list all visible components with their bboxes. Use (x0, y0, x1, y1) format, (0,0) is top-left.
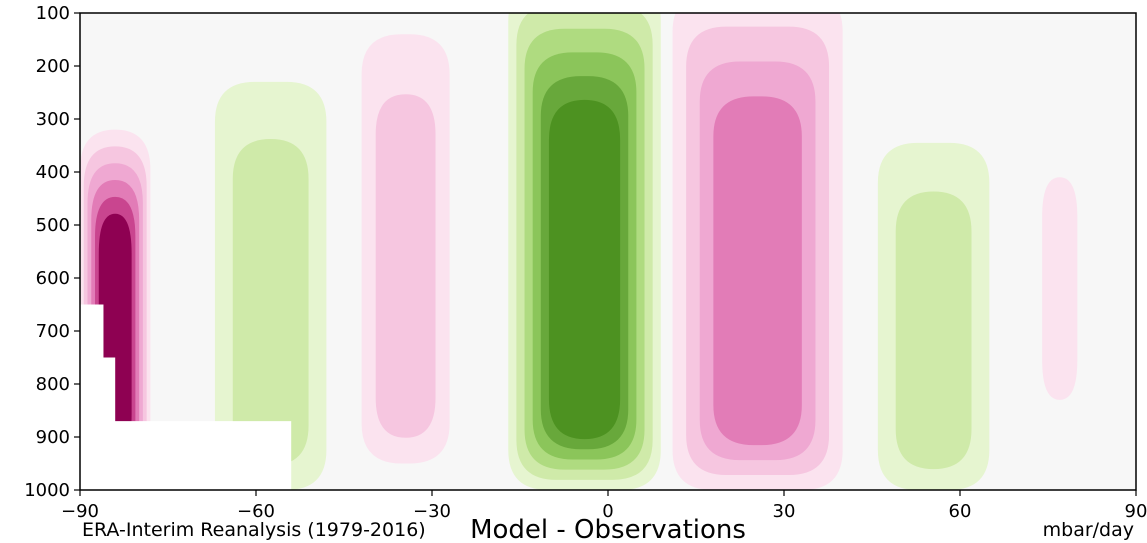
x-tick-label: 0 (602, 501, 613, 522)
x-tick-label: −60 (237, 501, 275, 522)
y-tick-label: 900 (36, 427, 70, 448)
y-tick-label: 1000 (24, 480, 70, 501)
y-tick-label: 700 (36, 321, 70, 342)
y-tick-label: 200 (36, 56, 70, 77)
masked-region (80, 304, 292, 490)
y-tick-label: 500 (36, 215, 70, 236)
footer-left-label: ERA-Interim Reanalysis (1979-2016) (82, 519, 426, 541)
chart-title: Model - Observations (470, 515, 746, 543)
contour-field (80, 13, 1078, 490)
y-tick-label: 800 (36, 374, 70, 395)
x-tick-label: 90 (1125, 501, 1147, 522)
y-tick-label: 100 (36, 3, 70, 24)
x-tick-label: −30 (413, 501, 451, 522)
y-tick-label: 600 (36, 268, 70, 289)
contour-band (375, 94, 436, 438)
contour-band (895, 191, 972, 470)
x-tick-label: 30 (773, 501, 796, 522)
x-tick-label: −90 (61, 501, 99, 522)
units-label: mbar/day (1043, 519, 1134, 541)
y-tick-label: 400 (36, 162, 70, 183)
x-axis: −90 −60 −30 0 30 60 90 (61, 490, 1147, 522)
x-tick-label: 60 (949, 501, 972, 522)
contour-band (548, 99, 621, 440)
y-tick-label: 300 (36, 109, 70, 130)
y-axis: 100 200 300 400 500 600 700 800 900 1000 (24, 3, 80, 501)
contour-band (713, 96, 802, 446)
contour-band (232, 139, 309, 466)
contour-band (1042, 177, 1078, 400)
